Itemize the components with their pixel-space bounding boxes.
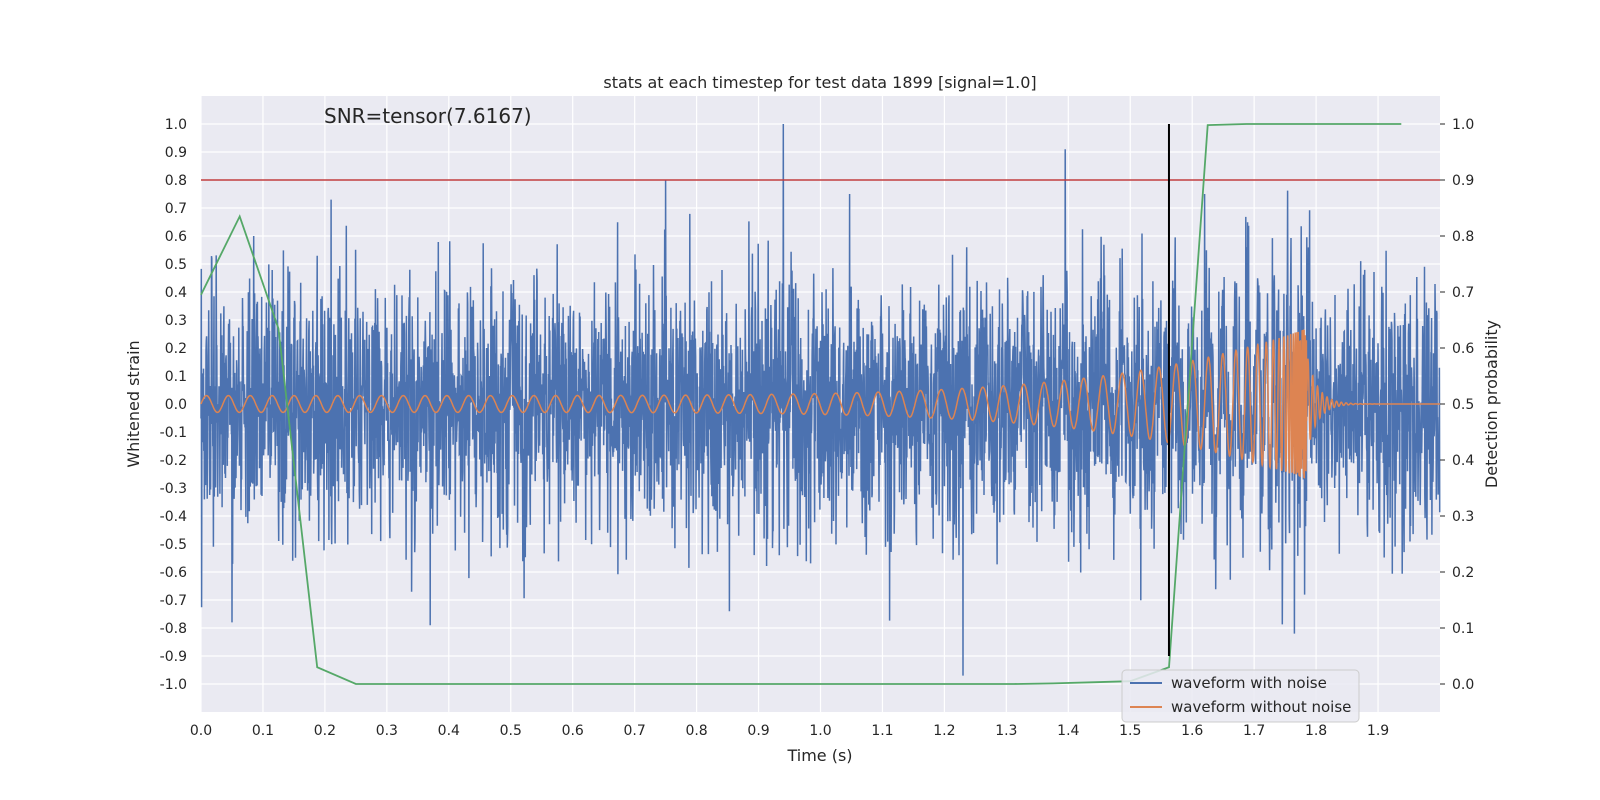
x-tick-label: 1.5 (1119, 723, 1141, 739)
x-tick-label: 0.7 (624, 723, 646, 739)
x-tick-label: 0.8 (685, 723, 707, 739)
y2-tick-label: 0.9 (1452, 173, 1474, 189)
legend: waveform with noise waveform without noi… (1121, 669, 1360, 723)
axis-ticks: 0.0 0.1 0.2 0.3 0.4 0.5 0.6 0.7 0.8 0.9 1.0 1.1 1.2 1… (160, 117, 1475, 739)
x-tick-label: 0.9 (747, 723, 769, 739)
line-detection-probability (200, 123, 1402, 685)
y-tick-label: -0.6 (160, 565, 187, 581)
y-tick-label: -0.4 (160, 509, 187, 525)
y-tick-label: 0.8 (165, 173, 187, 189)
y-tick-label: -0.3 (160, 481, 187, 497)
y2-tick-label: 0.4 (1452, 453, 1474, 469)
x-tick-label: 1.8 (1305, 723, 1327, 739)
y-tick-label: -1.0 (160, 677, 187, 693)
x-axis-label: Time (s) (786, 746, 852, 765)
y-tick-label: 0.0 (165, 397, 187, 413)
x-tick-label: 1.7 (1243, 723, 1265, 739)
y2-tick-label: 0.2 (1452, 565, 1474, 581)
y-tick-label: 0.9 (165, 145, 187, 161)
chart-title: stats at each timestep for test data 189… (603, 73, 1036, 92)
x-tick-label: 0.1 (252, 723, 274, 739)
x-tick-label: 0.6 (562, 723, 584, 739)
series-waveform-without-noise (200, 329, 1440, 479)
x-tick-label: 1.3 (995, 723, 1017, 739)
x-tick-label: 1.9 (1367, 723, 1389, 739)
legend-label-noise: waveform with noise (1171, 674, 1327, 692)
y-tick-label: 0.6 (165, 229, 187, 245)
y2-tick-label: 0.8 (1452, 229, 1474, 245)
y-tick-label: 0.5 (165, 257, 187, 273)
y-tick-label: -0.1 (160, 425, 187, 441)
y-tick-label: -0.8 (160, 621, 187, 637)
x-tick-label: 0.2 (314, 723, 336, 739)
x-tick-label: 0.5 (500, 723, 522, 739)
x-tick-label: 1.2 (933, 723, 955, 739)
snr-annotation: SNR=tensor(7.6167) (324, 104, 532, 128)
y-tick-label: 0.4 (165, 285, 187, 301)
y-tick-label: 1.0 (165, 117, 187, 133)
x-tick-label: 1.0 (809, 723, 831, 739)
legend-label-clean: waveform without noise (1171, 698, 1351, 716)
y2-tick-label: 0.0 (1452, 677, 1474, 693)
y2-tick-label: 0.1 (1452, 621, 1474, 637)
y2-tick-label: 0.7 (1452, 285, 1474, 301)
x-tick-label: 0.3 (376, 723, 398, 739)
legend-box (1121, 669, 1360, 723)
x-tick-label: 0.4 (438, 723, 460, 739)
x-tick-label: 1.6 (1181, 723, 1203, 739)
series-detection-probability (200, 123, 1402, 685)
y-tick-label: -0.5 (160, 537, 187, 553)
y-tick-label: 0.7 (165, 201, 187, 217)
line-waveform-without-noise (200, 329, 1440, 479)
y-tick-label: 0.2 (165, 341, 187, 357)
y2-tick-label: 0.3 (1452, 509, 1474, 525)
x-tick-label: 1.4 (1057, 723, 1079, 739)
y-tick-label: -0.7 (160, 593, 187, 609)
y-tick-label: 0.3 (165, 313, 187, 329)
y2-tick-label: 0.6 (1452, 341, 1474, 357)
y2-axis-label: Detection probability (1482, 320, 1501, 488)
y-tick-label: 0.1 (165, 369, 187, 385)
y-axis-label: Whitened strain (124, 340, 143, 467)
x-tick-label: 0.0 (190, 723, 212, 739)
y-tick-label: -0.2 (160, 453, 187, 469)
x-tick-label: 1.1 (871, 723, 893, 739)
y2-tick-label: 1.0 (1452, 117, 1474, 133)
y2-tick-label: 0.5 (1452, 397, 1474, 413)
y-tick-label: -0.9 (160, 649, 187, 665)
